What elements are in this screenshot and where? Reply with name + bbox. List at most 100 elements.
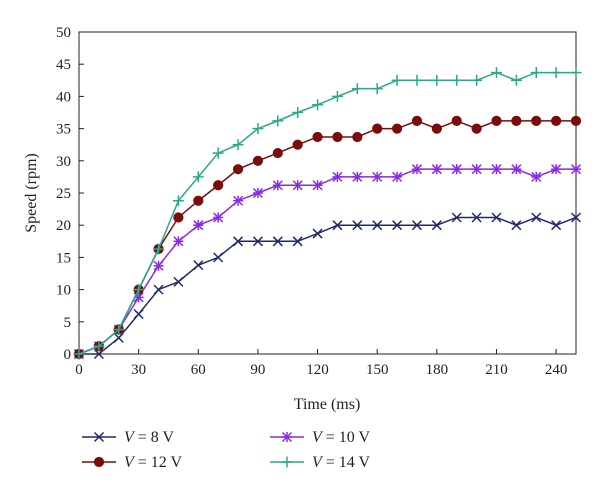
data-point	[352, 131, 363, 143]
data-point	[272, 115, 284, 127]
data-point	[392, 171, 403, 182]
data-point	[153, 260, 164, 271]
x-tick-label: 90	[250, 362, 265, 378]
data-point	[530, 67, 542, 79]
data-point	[272, 147, 283, 159]
legend-label-value: = 10 V	[322, 429, 371, 446]
legend-label-variable: V	[312, 454, 324, 471]
data-point	[451, 115, 462, 126]
data-point	[531, 212, 542, 223]
x-tick-label: 240	[545, 362, 568, 378]
data-point	[531, 115, 542, 126]
legend: V = 8 V V = 10 V V = 12 V V = 14 V	[82, 429, 371, 471]
data-point	[312, 228, 323, 239]
data-point	[213, 180, 224, 191]
data-point	[233, 236, 244, 247]
x-axis-label: Time (ms)	[294, 396, 361, 413]
data-point	[192, 171, 204, 183]
data-point	[252, 155, 264, 166]
series-4	[73, 67, 582, 360]
series-line	[78, 168, 576, 355]
data-point	[471, 123, 482, 134]
legend-item: V = 12 V	[82, 454, 183, 471]
y-axis-label: Speed (rpm)	[23, 153, 40, 233]
data-point	[312, 131, 323, 143]
data-point	[173, 236, 184, 247]
series-line	[78, 120, 576, 355]
data-point	[332, 220, 343, 231]
data-point	[133, 284, 145, 296]
data-point	[312, 99, 324, 111]
y-tick-label: 5	[64, 315, 72, 331]
y-tick-label: 15	[56, 250, 71, 266]
legend-label: V = 12 V	[124, 454, 183, 471]
data-point	[371, 83, 383, 95]
legend-label: V = 10 V	[312, 429, 371, 446]
data-point	[471, 164, 482, 175]
data-point	[550, 67, 562, 79]
x-tick-label: 120	[306, 362, 329, 378]
axes: 0 5 10 15 20 25 30 35 40 45 50 0 30 60 90 120 150 180 210 2…	[56, 25, 577, 378]
legend-marker	[93, 431, 105, 443]
data-point	[531, 171, 542, 182]
data-point	[292, 236, 303, 247]
data-point	[411, 74, 423, 86]
data-point	[491, 212, 502, 223]
data-point	[312, 180, 323, 191]
x-tick-label: 30	[131, 362, 146, 378]
data-point	[133, 309, 144, 320]
data-point	[332, 131, 343, 143]
data-point	[213, 212, 224, 223]
data-point	[252, 187, 263, 199]
y-tick-label: 10	[56, 283, 71, 299]
data-point	[93, 348, 104, 360]
y-tick-label: 20	[56, 218, 71, 234]
data-point	[93, 340, 105, 352]
data-point	[172, 195, 184, 207]
data-point	[113, 332, 124, 343]
data-point	[212, 147, 224, 159]
series-2	[73, 164, 582, 360]
series-1	[73, 212, 582, 360]
data-point	[570, 67, 582, 79]
y-tick-label: 25	[56, 186, 71, 202]
plot-frame	[78, 31, 577, 355]
data-point	[73, 348, 85, 360]
data-point	[232, 164, 244, 175]
data-point	[113, 324, 125, 336]
data-point	[551, 164, 562, 175]
data-point	[570, 164, 582, 175]
legend-label-value: = 14 V	[322, 454, 371, 471]
data-point	[511, 220, 522, 231]
legend-label: V = 8 V	[124, 429, 175, 446]
data-point	[252, 236, 263, 247]
data-point	[511, 164, 522, 175]
x-tick-label: 210	[485, 362, 508, 378]
legend-item: V = 14 V	[270, 454, 371, 471]
y-tick-label: 30	[56, 154, 71, 170]
data-point	[193, 260, 204, 271]
legend-item: V = 10 V	[270, 429, 371, 446]
series-line	[78, 71, 576, 355]
data-point	[491, 115, 502, 126]
data-point	[193, 195, 204, 206]
data-point	[570, 115, 582, 126]
data-point	[272, 180, 283, 191]
data-point	[451, 212, 462, 223]
legend-label: V = 14 V	[312, 454, 371, 471]
data-point	[411, 164, 422, 175]
x-tick-label: 180	[426, 362, 449, 378]
data-point	[173, 212, 184, 223]
data-point	[411, 220, 422, 231]
data-point	[233, 195, 244, 206]
y-tick-label: 0	[64, 347, 72, 363]
data-point	[351, 83, 363, 95]
data-point	[331, 90, 343, 102]
x-tick-label: 0	[75, 362, 83, 378]
data-point	[213, 252, 224, 263]
data-point	[551, 115, 562, 126]
data-point	[510, 74, 522, 86]
data-point	[153, 284, 164, 295]
data-point	[431, 164, 442, 175]
